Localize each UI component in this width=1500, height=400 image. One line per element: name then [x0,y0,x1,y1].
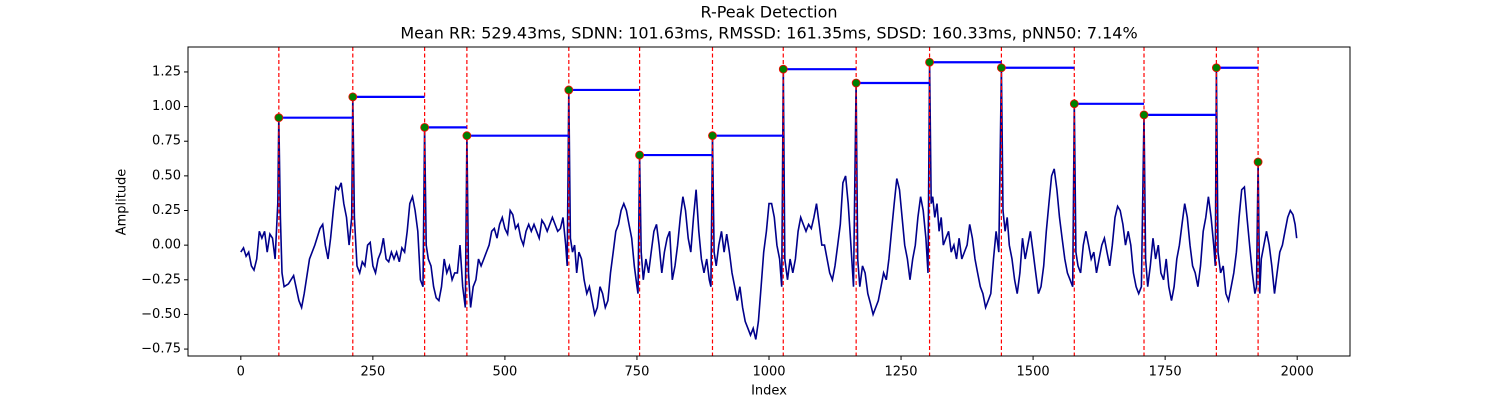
x-tick-label: 1000 [752,365,785,380]
y-tick-label: 0.75 [152,134,181,149]
peak-dot [708,131,717,141]
peak-dot [925,57,934,67]
y-tick-label: 0.50 [152,168,181,183]
y-tick-label: −0.25 [141,272,181,287]
peak-dot [420,122,430,132]
peak-dot [462,131,472,141]
peak-dot [348,92,358,102]
y-tick-label: 1.00 [152,99,181,114]
peak-dot [851,78,861,88]
peak-dot [1139,110,1149,120]
peak-dot [997,63,1006,73]
y-tick-label: 0.25 [152,203,181,218]
peak-dot [1069,99,1079,109]
x-tick-label: 2000 [1281,365,1314,380]
y-tick-label: −0.50 [141,307,181,322]
x-axis-label: Index [751,384,787,399]
x-tick-label: 500 [492,365,517,380]
peak-dot [1253,157,1263,167]
peak-dot [1211,63,1221,73]
peak-dot [778,64,788,74]
x-tick-label: 750 [625,365,650,380]
peak-dot [635,150,644,160]
peak-dot [564,85,574,95]
x-tick-label: 1500 [1017,365,1050,380]
y-tick-label: −0.75 [141,342,181,357]
signal-line [240,62,1298,340]
x-tick-label: 1750 [1149,365,1182,380]
y-tick-label: 0.00 [152,238,181,253]
chart-subtitle: Mean RR: 529.43ms, SDNN: 101.63ms, RMSSD… [400,24,1137,43]
y-axis-label: Amplitude [115,169,130,236]
y-tick-label: 1.25 [152,64,181,79]
x-tick-label: 1250 [884,365,917,380]
x-tick-label: 0 [237,365,245,380]
chart-title: R-Peak Detection [700,3,837,22]
x-tick-label: 250 [360,365,385,380]
peak-dot [274,113,284,123]
plot-frame [187,46,1351,357]
